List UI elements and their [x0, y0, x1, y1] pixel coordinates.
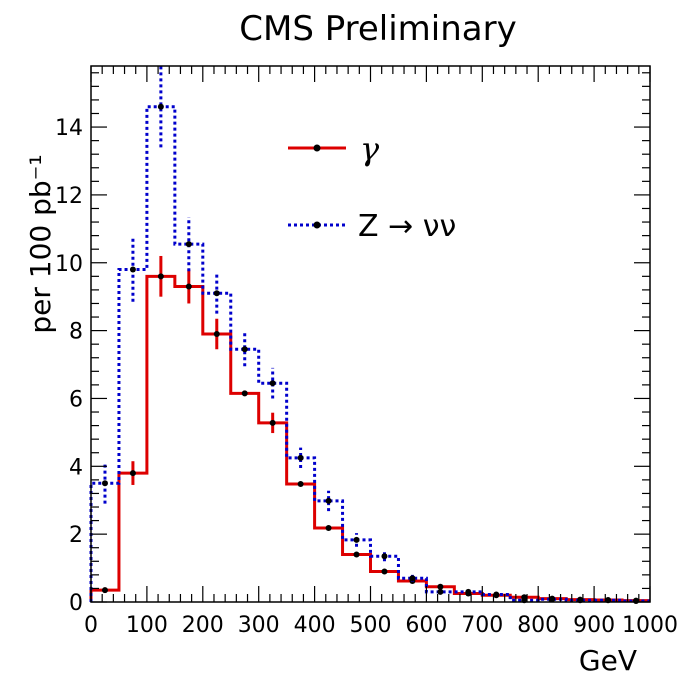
x-tick-label: 1000	[622, 613, 678, 638]
data-point	[241, 346, 248, 353]
legend-label-z: Z → νν	[358, 209, 456, 244]
data-point	[101, 480, 108, 487]
y-tick-label: 14	[55, 116, 83, 141]
data-point	[157, 273, 164, 280]
x-tick-label: 300	[238, 613, 280, 638]
data-point	[185, 241, 192, 248]
histogram-step-line	[89, 274, 650, 603]
x-tick-label: 800	[517, 613, 559, 638]
y-axis-label: per 100 pb⁻¹	[24, 154, 57, 333]
y-tick-label: 2	[69, 523, 83, 548]
x-tick-label: 700	[461, 613, 503, 638]
legend-entry-photon: γ	[288, 130, 380, 168]
x-tick-label: 400	[294, 613, 336, 638]
legend-label-photon: γ	[360, 130, 380, 168]
x-tick-label: 500	[350, 613, 392, 638]
data-point	[381, 568, 388, 575]
data-point	[353, 536, 360, 543]
data-point	[129, 470, 136, 477]
data-point	[157, 103, 164, 110]
data-point	[353, 551, 360, 558]
x-tick-label: 600	[405, 613, 447, 638]
data-point	[213, 290, 220, 297]
legend-marker-photon	[313, 144, 321, 152]
x-tick-label: 0	[84, 613, 98, 638]
data-point	[213, 331, 220, 337]
data-point	[465, 588, 472, 595]
data-point	[241, 390, 248, 397]
data-point	[101, 587, 108, 594]
legend: γ Z → νν	[288, 130, 456, 244]
data-point	[381, 553, 388, 560]
chart-title: CMS Preliminary	[239, 9, 516, 49]
data-point	[633, 597, 640, 604]
data-point	[493, 591, 500, 598]
data-point	[269, 419, 276, 426]
y-tick-label: 0	[69, 591, 83, 616]
x-tick-label: 200	[182, 613, 224, 638]
axis-tick-labels: 0 100 200 300 400 500 600 700 800 900 1000 0 2 4 6 8 10 1…	[55, 116, 678, 638]
y-tick-label: 4	[69, 455, 83, 480]
data-point	[437, 588, 444, 595]
data-point	[549, 596, 556, 603]
y-tick-label: 12	[55, 184, 83, 209]
x-tick-label: 900	[573, 613, 615, 638]
legend-entry-z: Z → νν	[288, 209, 456, 244]
data-point	[325, 525, 332, 532]
y-tick-label: 6	[69, 387, 83, 412]
data-point	[297, 480, 304, 487]
y-tick-label: 8	[69, 320, 83, 345]
data-point	[185, 283, 192, 290]
y-tick-label: 10	[55, 252, 83, 277]
x-tick-label: 100	[126, 613, 168, 638]
histogram-step-line	[89, 105, 650, 603]
data-point	[437, 583, 444, 590]
data-point	[269, 380, 276, 387]
axis-ticks	[90, 66, 651, 603]
x-axis-label: GeV	[579, 644, 637, 677]
data-point	[325, 497, 332, 504]
legend-marker-z	[313, 221, 321, 229]
data-point	[297, 454, 304, 461]
data-point	[409, 575, 416, 582]
data-point	[129, 266, 136, 273]
